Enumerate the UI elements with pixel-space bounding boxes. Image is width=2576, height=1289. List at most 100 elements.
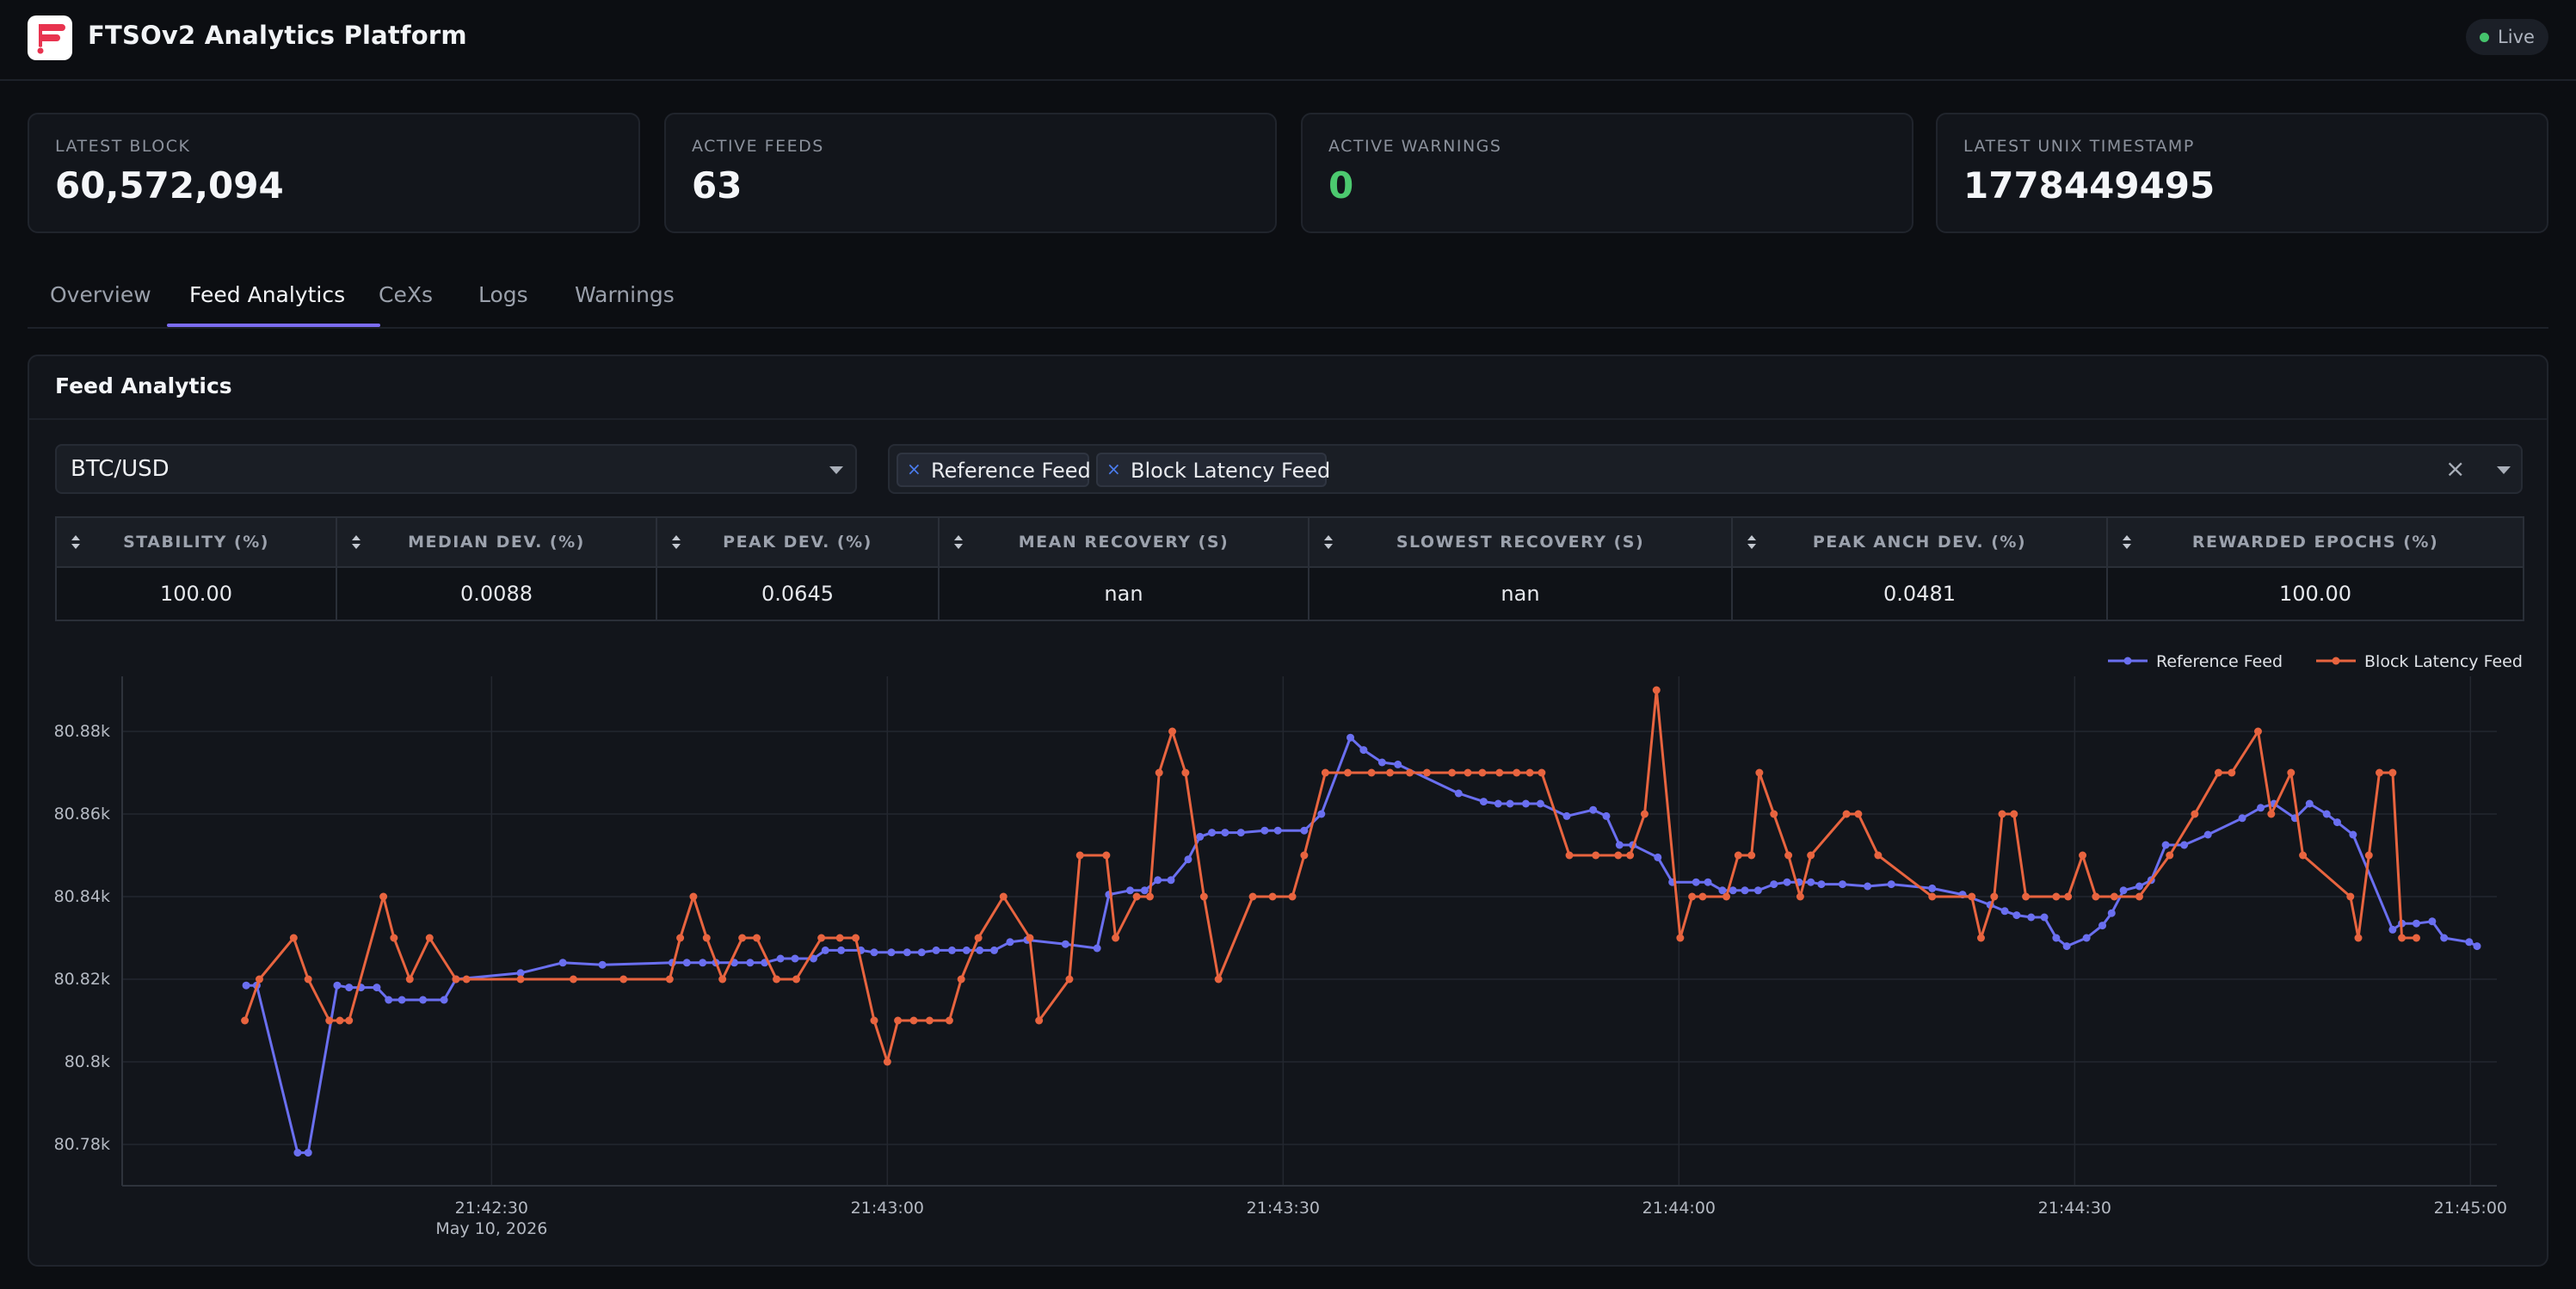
legend-marker-reference-feed[interactable] [2123, 657, 2132, 665]
remove-chip-icon[interactable]: × [1106, 459, 1121, 479]
column-header-peak-anch-dev[interactable]: PEAK ANCH DEV. (%) [1733, 518, 2108, 566]
data-point-reference-feed [962, 946, 971, 954]
sort-icon[interactable] [1323, 534, 1334, 550]
data-point-reference-feed [2412, 919, 2420, 928]
chevron-down-icon[interactable] [829, 466, 843, 474]
data-point-block-latency-feed [2135, 892, 2143, 901]
stat-card-latest-unix-timestamp: LATEST UNIX TIMESTAMP 1778449495 [1936, 113, 2548, 233]
tab-logs[interactable]: Logs [478, 282, 528, 307]
data-point-reference-feed [2119, 886, 2128, 895]
data-point-reference-feed [2062, 942, 2071, 951]
data-point-block-latency-feed [2010, 810, 2018, 818]
data-point-reference-feed [242, 981, 250, 990]
feed-select[interactable]: BTC/USD [55, 444, 857, 494]
column-header-stability[interactable]: STABILITY (%) [57, 518, 337, 566]
legend-label-block-latency-feed[interactable]: Block Latency Feed [2364, 652, 2523, 671]
app-title: FTSOv2 Analytics Platform [88, 21, 467, 50]
data-point-block-latency-feed [2228, 768, 2236, 777]
sort-icon[interactable] [671, 534, 681, 550]
data-point-block-latency-feed [2412, 934, 2420, 942]
data-point-block-latency-feed [1614, 851, 1623, 860]
data-point-block-latency-feed [425, 934, 434, 942]
data-point-block-latency-feed [1688, 892, 1697, 901]
data-point-block-latency-feed [665, 975, 674, 984]
stat-value: 60,572,094 [55, 164, 284, 207]
data-point-reference-feed [1347, 733, 1355, 742]
sort-icon[interactable] [351, 534, 361, 550]
y-tick-label: 80.86k [54, 805, 110, 823]
sort-icon[interactable] [2122, 534, 2132, 550]
data-point-reference-feed [903, 948, 911, 957]
data-point-reference-feed [293, 1149, 302, 1157]
column-header-label: STABILITY (%) [123, 533, 269, 552]
tab-cexs[interactable]: CeXs [379, 282, 433, 307]
data-point-block-latency-feed [2166, 851, 2174, 860]
data-point-reference-feed [385, 996, 393, 1004]
data-point-reference-feed [2027, 913, 2036, 922]
column-header-mean-recovery[interactable]: MEAN RECOVERY (S) [940, 518, 1310, 566]
stat-value: 0 [1328, 164, 1354, 207]
data-point-block-latency-feed [304, 975, 312, 984]
data-point-reference-feed [2161, 841, 2170, 849]
data-point-block-latency-feed [718, 975, 727, 984]
tab-warnings[interactable]: Warnings [575, 282, 675, 307]
data-point-reference-feed [2333, 818, 2341, 827]
remove-chip-icon[interactable]: × [907, 459, 921, 479]
data-point-reference-feed [1494, 799, 1502, 808]
column-header-slowest-recovery[interactable]: SLOWEST RECOVERY (S) [1310, 518, 1733, 566]
data-point-block-latency-feed [1807, 851, 1815, 860]
data-point-block-latency-feed [1734, 851, 1742, 860]
data-point-reference-feed [397, 996, 406, 1004]
tab-feed-analytics[interactable]: Feed Analytics [189, 282, 346, 307]
sort-icon[interactable] [953, 534, 964, 550]
data-point-block-latency-feed [1386, 768, 1395, 777]
legend-marker-block-latency-feed[interactable] [2332, 657, 2340, 665]
data-point-block-latency-feed [619, 975, 628, 984]
sort-icon[interactable] [1747, 534, 1757, 550]
data-point-reference-feed [976, 946, 984, 954]
data-point-reference-feed [1838, 880, 1846, 889]
y-tick-label: 80.84k [54, 887, 110, 906]
ftso-logo-icon[interactable] [28, 15, 72, 60]
tab-overview[interactable]: Overview [50, 282, 151, 307]
data-point-reference-feed [1167, 876, 1175, 885]
feed-type-multiselect[interactable]: × Reference Feed × Block Latency Feed × [888, 444, 2523, 494]
data-point-block-latency-feed [1525, 768, 1534, 777]
data-point-block-latency-feed [894, 1016, 903, 1025]
data-point-reference-feed [932, 946, 940, 954]
data-point-block-latency-feed [1538, 768, 1546, 777]
data-point-reference-feed [345, 984, 354, 992]
data-point-reference-feed [304, 1149, 312, 1157]
data-point-block-latency-feed [1976, 934, 1985, 942]
column-header-median-dev[interactable]: MEDIAN DEV. (%) [337, 518, 657, 566]
data-point-block-latency-feed [2267, 810, 2276, 818]
data-point-block-latency-feed [1248, 892, 1257, 901]
data-point-reference-feed [2349, 830, 2357, 839]
data-point-reference-feed [558, 959, 567, 967]
data-point-reference-feed [917, 948, 926, 957]
stat-card-active-warnings: ACTIVE WARNINGS 0 [1301, 113, 1914, 233]
data-point-reference-feed [870, 948, 878, 957]
data-point-block-latency-feed [689, 892, 698, 901]
data-point-reference-feed [947, 946, 956, 954]
data-point-block-latency-feed [1422, 768, 1431, 777]
chart-legend[interactable]: Reference Feed Block Latency Feed [2108, 652, 2523, 671]
column-header-peak-dev[interactable]: PEAK DEV. (%) [657, 518, 940, 566]
data-point-reference-feed [1236, 829, 1245, 837]
data-point-block-latency-feed [1214, 975, 1223, 984]
data-point-block-latency-feed [289, 934, 298, 942]
data-point-reference-feed [990, 946, 999, 954]
legend-label-reference-feed[interactable]: Reference Feed [2156, 652, 2283, 671]
chevron-down-icon[interactable] [2497, 466, 2511, 474]
data-point-block-latency-feed [883, 1058, 891, 1066]
clear-selection-icon[interactable]: × [2445, 454, 2466, 483]
data-point-block-latency-feed [2214, 768, 2222, 777]
column-header-rewarded-epochs[interactable]: REWARDED EPOCHS (%) [2108, 518, 2523, 566]
data-point-reference-feed [516, 969, 525, 978]
data-point-block-latency-feed [1367, 768, 1376, 777]
data-point-block-latency-feed [405, 975, 414, 984]
tab-bar: Overview Feed Analytics CeXs Logs Warnin… [28, 274, 2548, 329]
sort-icon[interactable] [71, 534, 81, 550]
data-point-block-latency-feed [1747, 851, 1756, 860]
